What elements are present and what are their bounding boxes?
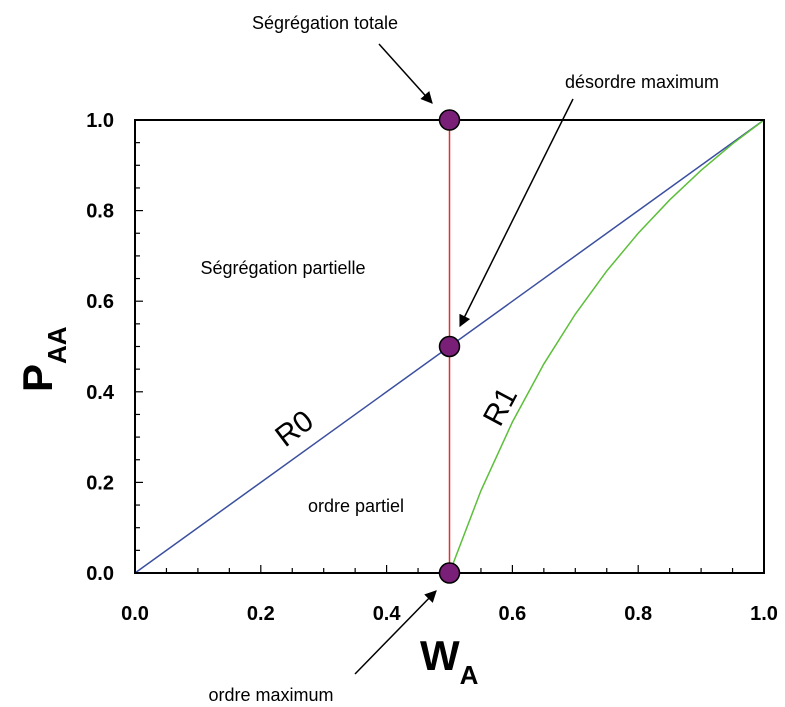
y-tick-label: 0.4 <box>86 382 115 404</box>
x-tick-label: 0.2 <box>247 603 275 625</box>
x-tick-label: 0.0 <box>121 603 149 625</box>
data-point <box>438 562 461 584</box>
annotation-desordre-maximum: désordre maximum <box>565 72 719 92</box>
y-tick-label: 0.0 <box>86 563 114 585</box>
x-tick-label: 0.4 <box>373 603 402 625</box>
y-tick-label: 0.8 <box>86 201 114 223</box>
x-tick-labels: 0.0 0.2 0.4 0.6 0.8 1.0 <box>121 603 778 625</box>
y-axis-title: PAA <box>14 326 72 392</box>
x-tick-label: 0.6 <box>498 603 526 625</box>
y-tick-label: 1.0 <box>86 110 114 132</box>
points-group <box>438 109 461 584</box>
x-axis-title: WA <box>420 632 479 690</box>
y-tick-label: 0.2 <box>86 472 114 494</box>
series-line-r1 <box>448 119 765 574</box>
arrow-ordre-maximum <box>354 590 437 675</box>
x-tick-label: 0.8 <box>624 603 652 625</box>
arrow-desordre-maximum <box>459 98 574 328</box>
series-label-r1: R1 <box>477 382 524 431</box>
data-point <box>438 335 461 358</box>
data-point <box>438 109 461 131</box>
arrow-segregation-totale <box>378 43 433 104</box>
x-tick-label: 1.0 <box>750 603 778 625</box>
annotation-segregation-totale: Ségrégation totale <box>252 13 398 33</box>
y-tick-label: 0.6 <box>86 291 114 313</box>
annotation-ordre-maximum: ordre maximum <box>208 685 333 705</box>
annotation-ordre-partiel: ordre partiel <box>308 496 404 516</box>
y-tick-labels: 0.0 0.2 0.4 0.6 0.8 1.0 <box>86 110 115 585</box>
annotation-segregation-partielle: Ségrégation partielle <box>200 258 365 278</box>
